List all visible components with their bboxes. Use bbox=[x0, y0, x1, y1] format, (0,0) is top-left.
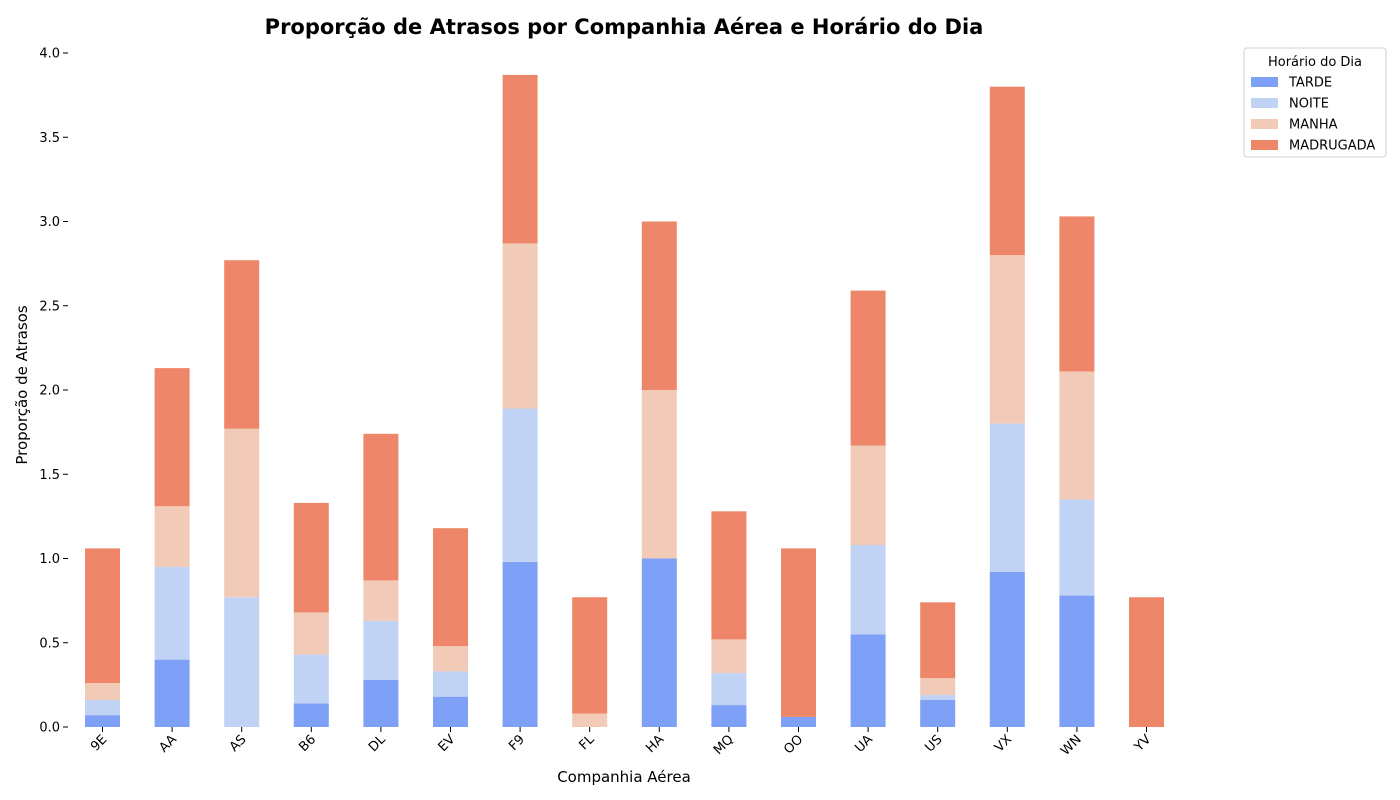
bar-aa-madrugada bbox=[154, 368, 190, 507]
bar-dl-tarde bbox=[363, 679, 399, 727]
bar-b6-tarde bbox=[293, 703, 329, 727]
y-tick-label: 3.0 bbox=[39, 215, 60, 230]
plot-area bbox=[85, 74, 1164, 727]
legend-title: Horário do Dia bbox=[1268, 55, 1362, 70]
bar-ev-manha bbox=[433, 646, 468, 672]
legend-label-madrugada: MADRUGADA bbox=[1289, 139, 1375, 154]
legend-swatch-tarde bbox=[1251, 77, 1278, 87]
bar-b6-manha bbox=[293, 612, 329, 655]
bar-9e-noite bbox=[85, 700, 120, 716]
bar-us-madrugada bbox=[920, 602, 956, 679]
bar-f9-noite bbox=[502, 408, 538, 562]
x-axis: 9E AA AS B6 DL EV F9 FL HA MQ OO UA US VX WN YV bbox=[88, 727, 1154, 759]
x-tick-label: YV bbox=[1131, 732, 1154, 755]
bar-dl-noite bbox=[363, 620, 399, 680]
bar-fl-manha bbox=[572, 713, 608, 727]
bar-wn-noite bbox=[1059, 499, 1095, 596]
bar-vx-tarde bbox=[989, 571, 1025, 727]
bar-as-manha bbox=[224, 428, 260, 598]
x-tick-label: VX bbox=[992, 732, 1015, 755]
bar-9e-madrugada bbox=[85, 548, 120, 684]
y-axis: 0.0 0.5 1.0 1.5 2.0 2.5 3.0 3.5 4.0 bbox=[39, 47, 68, 736]
bar-oo-tarde bbox=[781, 716, 816, 727]
legend-label-noite: NOITE bbox=[1289, 97, 1329, 112]
y-tick-label: 0.5 bbox=[39, 636, 60, 651]
bar-yv-madrugada bbox=[1129, 597, 1164, 727]
x-tick-label: US bbox=[922, 732, 945, 755]
x-tick-label: DL bbox=[366, 732, 389, 755]
bar-f9-tarde bbox=[502, 561, 538, 727]
bar-9e-manha bbox=[85, 683, 120, 701]
bar-ev-madrugada bbox=[433, 528, 468, 647]
bar-us-manha bbox=[920, 678, 956, 695]
bar-fl-madrugada bbox=[572, 597, 608, 714]
bar-us-tarde bbox=[920, 700, 956, 727]
bar-mq-tarde bbox=[711, 705, 747, 727]
x-tick-label: AS bbox=[227, 732, 250, 755]
bar-mq-noite bbox=[711, 673, 747, 706]
bar-ha-manha bbox=[641, 390, 677, 559]
bar-b6-madrugada bbox=[293, 502, 329, 613]
x-tick-label: F9 bbox=[506, 732, 528, 754]
bar-aa-manha bbox=[154, 506, 190, 567]
bar-aa-noite bbox=[154, 566, 190, 660]
bar-ha-madrugada bbox=[641, 221, 677, 390]
x-tick-label: AA bbox=[156, 732, 180, 756]
x-tick-label: OO bbox=[781, 732, 806, 757]
bar-f9-manha bbox=[502, 243, 538, 409]
bar-ev-tarde bbox=[433, 696, 468, 727]
bar-ua-tarde bbox=[850, 634, 886, 727]
bar-wn-tarde bbox=[1059, 595, 1095, 727]
x-tick-label: UA bbox=[852, 732, 876, 756]
y-tick-label: 1.5 bbox=[39, 468, 60, 483]
legend-swatch-noite bbox=[1251, 98, 1278, 108]
y-tick-label: 4.0 bbox=[39, 47, 60, 62]
bar-oo-madrugada bbox=[781, 548, 816, 717]
bar-b6-noite bbox=[293, 654, 329, 704]
chart-title: Proporção de Atrasos por Companhia Aérea… bbox=[265, 15, 984, 39]
bar-ha-tarde bbox=[641, 558, 677, 727]
bar-wn-manha bbox=[1059, 371, 1095, 500]
legend-frame bbox=[1243, 47, 1387, 158]
bar-mq-manha bbox=[711, 639, 747, 674]
legend-label-manha: MANHA bbox=[1289, 118, 1338, 133]
y-tick-label: 1.0 bbox=[39, 552, 60, 567]
bar-vx-noite bbox=[989, 423, 1025, 572]
legend: Horário do Dia TARDE NOITE MANHA MADRUGADA bbox=[1243, 47, 1387, 158]
bar-us-noite bbox=[920, 694, 956, 701]
legend-label-tarde: TARDE bbox=[1288, 76, 1332, 91]
bar-ua-madrugada bbox=[850, 290, 886, 446]
x-tick-label: HA bbox=[643, 732, 667, 756]
x-tick-label: WN bbox=[1058, 732, 1085, 759]
y-axis-label: Proporção de Atrasos bbox=[13, 305, 31, 464]
y-tick-label: 3.5 bbox=[39, 131, 60, 146]
bar-9e-tarde bbox=[85, 715, 120, 727]
x-tick-label: 9E bbox=[88, 732, 110, 754]
bar-vx-madrugada bbox=[989, 86, 1025, 256]
bar-vx-manha bbox=[989, 255, 1025, 424]
legend-swatch-madrugada bbox=[1251, 140, 1278, 150]
x-axis-label: Companhia Aérea bbox=[557, 768, 691, 786]
x-tick-label: EV bbox=[436, 732, 459, 755]
y-tick-label: 0.0 bbox=[39, 721, 60, 736]
x-tick-label: B6 bbox=[296, 732, 319, 755]
legend-swatch-manha bbox=[1251, 119, 1278, 129]
bar-aa-tarde bbox=[154, 659, 190, 727]
bar-dl-madrugada bbox=[363, 433, 399, 581]
x-tick-label: MQ bbox=[711, 732, 737, 758]
bar-ua-noite bbox=[850, 545, 886, 635]
bar-mq-madrugada bbox=[711, 511, 747, 640]
bar-ev-noite bbox=[433, 671, 468, 697]
bar-wn-madrugada bbox=[1059, 216, 1095, 372]
y-tick-label: 2.0 bbox=[39, 384, 60, 399]
y-tick-label: 2.5 bbox=[39, 299, 60, 314]
bar-as-noite bbox=[224, 597, 260, 727]
bar-f9-madrugada bbox=[502, 74, 538, 244]
bar-as-madrugada bbox=[224, 260, 260, 429]
bar-dl-manha bbox=[363, 580, 399, 621]
x-tick-label: FL bbox=[577, 732, 599, 754]
bar-ua-manha bbox=[850, 445, 886, 546]
